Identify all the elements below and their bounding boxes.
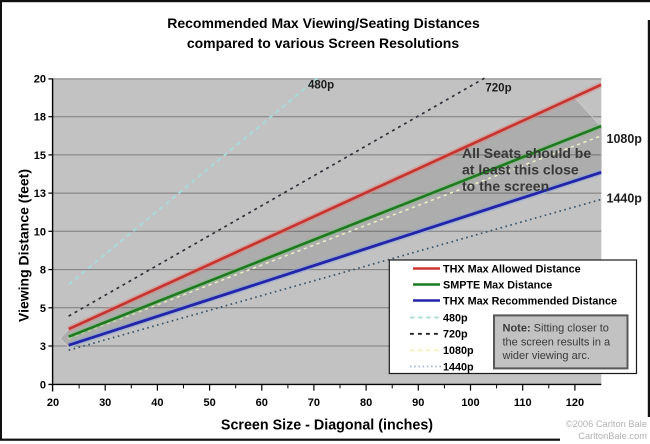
svg-text:0: 0 <box>40 379 46 391</box>
svg-text:15: 15 <box>34 150 46 162</box>
svg-text:10: 10 <box>34 226 46 238</box>
svg-text:at least this close: at least this close <box>462 162 579 178</box>
svg-text:THX Max Allowed Distance: THX Max Allowed Distance <box>443 263 581 275</box>
svg-text:1440p: 1440p <box>607 191 643 205</box>
svg-text:720p: 720p <box>443 329 468 341</box>
svg-text:THX Max Recommended Distance: THX Max Recommended Distance <box>443 295 617 307</box>
svg-text:Note: Sitting closer to: Note: Sitting closer to <box>503 323 609 335</box>
svg-text:18: 18 <box>34 112 46 124</box>
svg-text:compared to various Screen Res: compared to various Screen Resolutions <box>187 35 460 51</box>
svg-text:Recommended Max Viewing/Seatin: Recommended Max Viewing/Seating Distance… <box>167 15 480 31</box>
svg-text:20: 20 <box>47 397 59 409</box>
svg-text:70: 70 <box>308 397 320 409</box>
svg-text:40: 40 <box>151 397 163 409</box>
svg-text:110: 110 <box>514 397 532 409</box>
svg-text:Viewing Distance (feet): Viewing Distance (feet) <box>16 169 32 322</box>
svg-text:60: 60 <box>256 397 268 409</box>
svg-text:SMPTE Max Distance: SMPTE Max Distance <box>443 279 552 291</box>
svg-text:Screen Size - Diagonal (inches: Screen Size - Diagonal (inches) <box>221 418 433 434</box>
svg-text:wider viewing arc.: wider viewing arc. <box>502 350 590 362</box>
svg-text:90: 90 <box>412 397 424 409</box>
svg-text:50: 50 <box>203 397 215 409</box>
svg-text:20: 20 <box>34 74 46 86</box>
svg-text:All Seats should be: All Seats should be <box>462 145 591 161</box>
svg-text:CarltonBale.com: CarltonBale.com <box>578 431 647 441</box>
svg-text:1440p: 1440p <box>443 361 474 373</box>
svg-text:120: 120 <box>566 397 584 409</box>
svg-text:5: 5 <box>40 303 46 315</box>
svg-text:the screen results in a: the screen results in a <box>503 336 611 348</box>
svg-text:1080p: 1080p <box>443 345 474 357</box>
svg-text:80: 80 <box>360 397 372 409</box>
svg-text:3: 3 <box>40 341 46 353</box>
svg-text:1080p: 1080p <box>607 132 643 146</box>
svg-text:to the screen: to the screen <box>462 178 549 194</box>
svg-text:30: 30 <box>99 397 111 409</box>
svg-text:720p: 720p <box>485 82 511 94</box>
svg-text:8: 8 <box>40 265 46 277</box>
svg-text:100: 100 <box>461 397 479 409</box>
svg-text:13: 13 <box>34 188 46 200</box>
svg-text:480p: 480p <box>308 80 334 92</box>
svg-text:©2006 Carlton Bale: ©2006 Carlton Bale <box>566 419 647 429</box>
svg-text:480p: 480p <box>443 312 468 324</box>
